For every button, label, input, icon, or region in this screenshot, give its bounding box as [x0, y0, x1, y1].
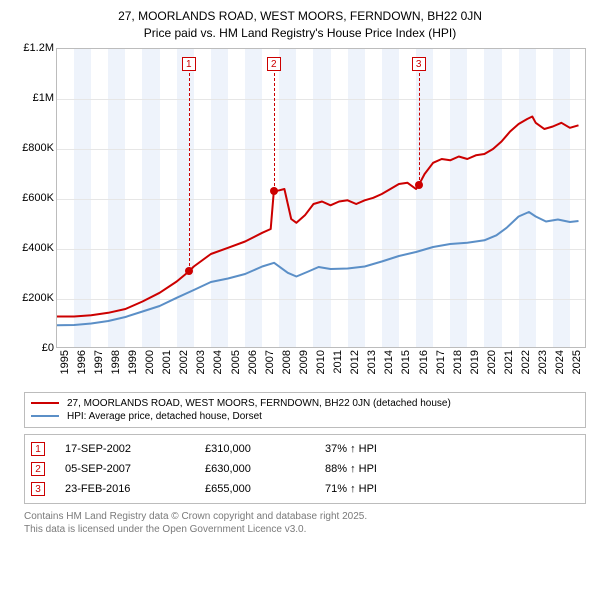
sale-marker: 3: [31, 482, 45, 496]
x-axis-label: 2010: [315, 350, 327, 374]
x-axis-label: 1997: [93, 350, 105, 374]
y-axis-label: £400K: [14, 242, 54, 254]
legend-swatch: [31, 402, 59, 404]
y-axis-label: £800K: [14, 142, 54, 154]
x-axis-label: 2018: [452, 350, 464, 374]
marker-dot: [185, 267, 193, 275]
chart-title: 27, MOORLANDS ROAD, WEST MOORS, FERNDOWN…: [10, 8, 590, 42]
y-axis-label: £1.2M: [14, 42, 54, 54]
sale-pct-vs-hpi: 88% ↑ HPI: [325, 463, 435, 475]
legend-label: 27, MOORLANDS ROAD, WEST MOORS, FERNDOWN…: [67, 398, 451, 409]
footnote: Contains HM Land Registry data © Crown c…: [24, 510, 586, 536]
title-subtitle: Price paid vs. HM Land Registry's House …: [10, 25, 590, 42]
x-axis-label: 2009: [298, 350, 310, 374]
marker-box: 3: [412, 57, 426, 71]
sale-pct-vs-hpi: 71% ↑ HPI: [325, 483, 435, 495]
series-hpi: [57, 212, 579, 325]
legend-item: HPI: Average price, detached house, Dors…: [31, 410, 579, 423]
marker-box: 2: [267, 57, 281, 71]
sale-date: 23-FEB-2016: [65, 483, 185, 495]
sale-date: 17-SEP-2002: [65, 443, 185, 455]
x-axis-label: 2022: [520, 350, 532, 374]
sale-price: £310,000: [205, 443, 305, 455]
sale-price: £655,000: [205, 483, 305, 495]
x-axis-ticks: 1995 1996 1997 1998 1999 2000 2001 2002 2003 2004…: [56, 348, 586, 386]
x-axis-label: 2015: [400, 350, 412, 374]
x-axis-label: 2002: [178, 350, 190, 374]
x-axis-label: 2011: [332, 350, 344, 374]
sale-date: 05-SEP-2007: [65, 463, 185, 475]
x-axis-label: 2024: [554, 350, 566, 374]
chart-container: 27, MOORLANDS ROAD, WEST MOORS, FERNDOWN…: [0, 0, 600, 544]
x-axis-label: 2013: [366, 350, 378, 374]
x-axis-label: 2025: [571, 350, 583, 374]
chart-area: £0£200K£400K£600K£800K£1M£1.2M 123 19951…: [10, 48, 590, 386]
x-axis-label: 1996: [76, 350, 88, 374]
x-axis-label: 2017: [435, 350, 447, 374]
x-axis-label: 2007: [264, 350, 276, 374]
x-axis-label: 2006: [247, 350, 259, 374]
legend-item: 27, MOORLANDS ROAD, WEST MOORS, FERNDOWN…: [31, 397, 579, 410]
sale-pct-vs-hpi: 37% ↑ HPI: [325, 443, 435, 455]
x-axis-label: 2021: [503, 350, 515, 374]
y-axis-label: £0: [14, 342, 54, 354]
x-axis-label: 2020: [486, 350, 498, 374]
marker-line: [419, 73, 420, 185]
sale-row: 1 17-SEP-2002 £310,000 37% ↑ HPI: [31, 439, 579, 459]
x-axis-label: 2016: [418, 350, 430, 374]
x-axis-label: 1998: [110, 350, 122, 374]
x-axis-label: 2000: [144, 350, 156, 374]
sale-price: £630,000: [205, 463, 305, 475]
x-axis-label: 1999: [127, 350, 139, 374]
marker-line: [274, 73, 275, 192]
x-axis-label: 1995: [59, 350, 71, 374]
legend: 27, MOORLANDS ROAD, WEST MOORS, FERNDOWN…: [24, 392, 586, 428]
y-axis-label: £1M: [14, 92, 54, 104]
series-price_paid: [57, 116, 579, 316]
sales-table: 1 17-SEP-2002 £310,000 37% ↑ HPI 2 05-SEP-200…: [24, 434, 586, 504]
marker-line: [189, 73, 190, 272]
sale-row: 2 05-SEP-2007 £630,000 88% ↑ HPI: [31, 459, 579, 479]
x-axis-label: 2019: [469, 350, 481, 374]
x-axis-label: 2003: [195, 350, 207, 374]
x-axis-label: 2012: [349, 350, 361, 374]
sale-row: 3 23-FEB-2016 £655,000 71% ↑ HPI: [31, 479, 579, 499]
sale-marker: 1: [31, 442, 45, 456]
footnote-line-2: This data is licensed under the Open Gov…: [24, 523, 586, 536]
x-axis-label: 2008: [281, 350, 293, 374]
y-axis-label: £200K: [14, 292, 54, 304]
plot-area: 1 2 3: [56, 48, 586, 348]
marker-dot: [415, 181, 423, 189]
x-axis-label: 2001: [161, 350, 173, 374]
x-axis-label: 2014: [383, 350, 395, 374]
title-address: 27, MOORLANDS ROAD, WEST MOORS, FERNDOWN…: [10, 8, 590, 25]
legend-swatch: [31, 415, 59, 417]
marker-box: 1: [182, 57, 196, 71]
y-axis-label: £600K: [14, 192, 54, 204]
footnote-line-1: Contains HM Land Registry data © Crown c…: [24, 510, 586, 523]
chart-svg: [57, 49, 587, 349]
marker-dot: [270, 187, 278, 195]
legend-label: HPI: Average price, detached house, Dors…: [67, 411, 262, 422]
x-axis-label: 2023: [537, 350, 549, 374]
sale-marker: 2: [31, 462, 45, 476]
x-axis-label: 2004: [212, 350, 224, 374]
x-axis-label: 2005: [230, 350, 242, 374]
